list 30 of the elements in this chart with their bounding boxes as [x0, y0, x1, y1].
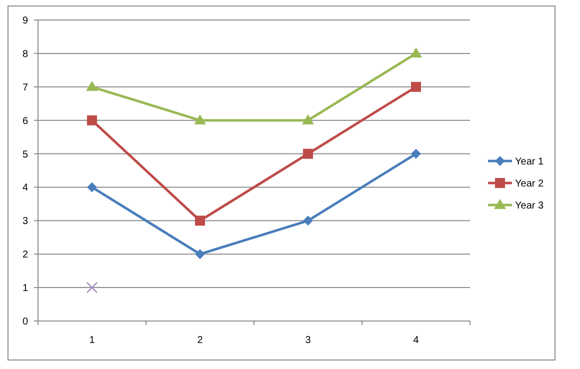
- y-tick-label: 9: [22, 16, 28, 26]
- point: [87, 182, 97, 192]
- y-tick-label: 1: [22, 283, 28, 294]
- point: [87, 115, 97, 126]
- point: [86, 80, 98, 91]
- point: [86, 282, 98, 294]
- y-tick-label: 2: [22, 250, 28, 261]
- point: [194, 114, 206, 124]
- y-tick-label: 0: [22, 316, 28, 328]
- point: [302, 114, 314, 124]
- x-tick-label: 3: [305, 335, 312, 346]
- point: [410, 47, 422, 58]
- point: [303, 216, 313, 226]
- y-tick-label: 8: [22, 48, 28, 60]
- x-tick-label: 4: [413, 335, 420, 346]
- point: [195, 216, 205, 226]
- y-tick-label: 3: [22, 216, 28, 228]
- y-tick-label: 5: [22, 149, 28, 160]
- y-tick-label: 7: [22, 82, 28, 94]
- legend-label: Year 2: [515, 178, 544, 190]
- legend-label: Year 3: [515, 200, 544, 212]
- point: [303, 148, 313, 159]
- point: [411, 82, 421, 92]
- x-tick-label: 2: [197, 335, 204, 346]
- legend-label: Year 1: [515, 156, 544, 168]
- point: [411, 148, 421, 159]
- y-tick-label: 6: [22, 116, 28, 127]
- y-tick-label: 4: [22, 182, 28, 194]
- x-tick-label: 1: [89, 335, 96, 346]
- point: [195, 249, 205, 260]
